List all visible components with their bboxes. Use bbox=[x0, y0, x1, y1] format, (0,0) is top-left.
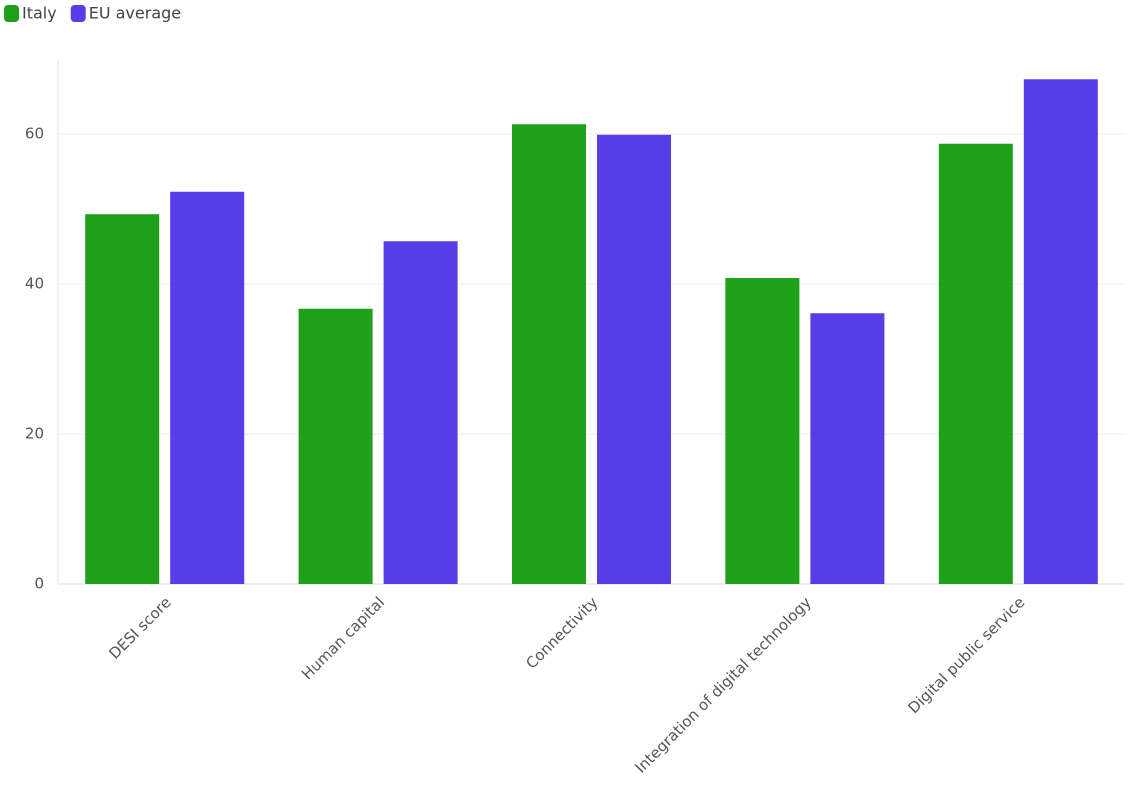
legend-label[interactable]: Italy bbox=[22, 4, 57, 23]
bar[interactable] bbox=[383, 241, 458, 584]
x-tick-label: Digital public service bbox=[905, 593, 1029, 717]
bar[interactable] bbox=[85, 214, 160, 584]
x-tick-label: Integration of digital technology bbox=[632, 593, 815, 776]
bar[interactable] bbox=[170, 191, 245, 584]
x-tick-label: DESI score bbox=[105, 593, 174, 662]
legend-swatch[interactable] bbox=[70, 5, 86, 22]
legend-label[interactable]: EU average bbox=[89, 4, 181, 23]
x-tick-label: Connectivity bbox=[522, 593, 601, 672]
y-tick-label: 0 bbox=[34, 575, 44, 593]
bar[interactable] bbox=[298, 308, 373, 584]
y-tick-label: 20 bbox=[25, 425, 44, 443]
y-tick-label: 60 bbox=[25, 125, 44, 143]
bar[interactable] bbox=[938, 143, 1013, 584]
bar[interactable] bbox=[1023, 79, 1098, 584]
bar[interactable] bbox=[512, 124, 586, 584]
bar[interactable] bbox=[597, 134, 671, 584]
x-tick-label: Human capital bbox=[298, 593, 388, 683]
bar[interactable] bbox=[810, 313, 885, 584]
y-tick-label: 40 bbox=[25, 275, 44, 293]
bar[interactable] bbox=[725, 278, 800, 584]
legend-swatch[interactable] bbox=[4, 5, 19, 22]
